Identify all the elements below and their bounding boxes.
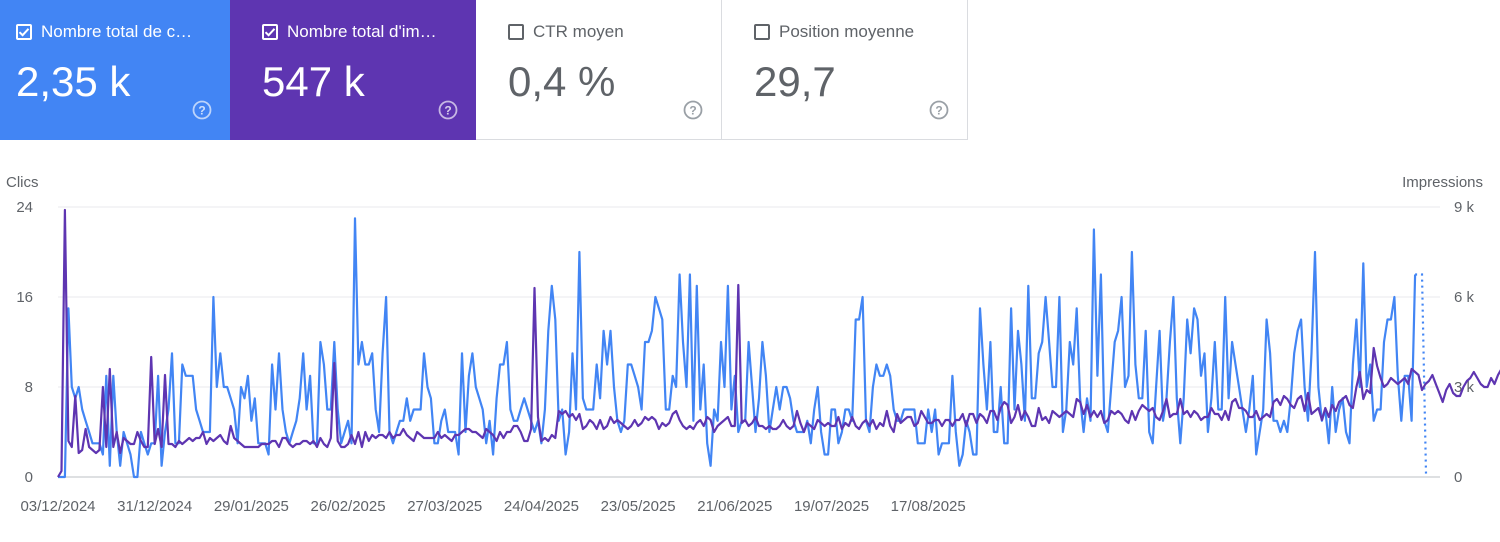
checkbox-checked-icon[interactable] [262, 24, 278, 40]
left-tick-label: 24 [16, 199, 33, 216]
x-tick-label: 23/05/2025 [601, 498, 676, 515]
x-tick-label: 27/03/2025 [407, 498, 482, 515]
x-tick-label: 17/08/2025 [891, 498, 966, 515]
x-tick-label: 24/04/2025 [504, 498, 579, 515]
x-tick-label: 26/02/2025 [311, 498, 386, 515]
help-icon[interactable]: ? [929, 100, 949, 120]
left-tick-label: 16 [16, 289, 33, 306]
right-tick-label: 9 k [1454, 199, 1475, 216]
clicks-card[interactable]: Nombre total de c… 2,35 k ? [0, 0, 230, 140]
right-tick-label: 0 [1454, 469, 1462, 486]
ctr-card-label: CTR moyen [533, 22, 624, 41]
impressions-card-header: Nombre total d'im… [262, 22, 437, 42]
help-icon[interactable]: ? [438, 100, 458, 120]
position-card-header: Position moyenne [754, 22, 914, 42]
left-axis-ticks: 0 8 16 24 [16, 199, 33, 486]
help-icon[interactable]: ? [192, 100, 212, 120]
impressions-card-value: 547 k [262, 58, 365, 105]
impressions-card[interactable]: Nombre total d'im… 547 k ? [230, 0, 476, 140]
x-tick-label: 21/06/2025 [697, 498, 772, 515]
impressions-card-label: Nombre total d'im… [287, 22, 437, 41]
x-tick-label: 29/01/2025 [214, 498, 289, 515]
position-card-value: 29,7 [754, 58, 836, 105]
svg-text:?: ? [935, 104, 942, 118]
impressions-line [57, 208, 1500, 478]
right-tick-label: 6 k [1454, 289, 1475, 306]
checkbox-checked-icon[interactable] [16, 24, 32, 40]
checkbox-unchecked-icon[interactable] [508, 24, 524, 40]
ctr-card-value: 0,4 % [508, 58, 616, 105]
series-lines [57, 208, 1500, 479]
ctr-card[interactable]: CTR moyen 0,4 % ? [476, 0, 722, 140]
x-tick-label: 19/07/2025 [794, 498, 869, 515]
x-tick-label: 03/12/2024 [20, 498, 95, 515]
svg-text:?: ? [689, 104, 696, 118]
svg-text:?: ? [198, 104, 205, 118]
clicks-line [58, 217, 1417, 479]
clicks-card-label: Nombre total de c… [41, 22, 193, 41]
right-axis-ticks: 03 k6 k9 k [1454, 199, 1475, 486]
help-icon[interactable]: ? [683, 100, 703, 120]
left-tick-label: 8 [25, 379, 33, 396]
x-tick-label: 31/12/2024 [117, 498, 192, 515]
clicks-card-header: Nombre total de c… [16, 22, 192, 42]
clicks-projection-line [1415, 273, 1428, 474]
metric-cards: Nombre total de c… 2,35 k ? Nombre total… [0, 0, 968, 140]
ctr-card-header: CTR moyen [508, 22, 624, 42]
checkbox-unchecked-icon[interactable] [754, 24, 770, 40]
position-card-label: Position moyenne [779, 22, 915, 41]
grid-lines [58, 206, 1440, 478]
x-axis-ticks: 03/12/2024 31/12/2024 29/01/2025 26/02/2025… [20, 498, 965, 515]
right-axis-title: Impressions [1402, 174, 1483, 191]
left-tick-label: 0 [25, 469, 33, 486]
left-axis-title: Clics [6, 174, 39, 191]
position-card[interactable]: Position moyenne 29,7 ? [722, 0, 968, 140]
clicks-card-value: 2,35 k [16, 58, 131, 105]
svg-text:?: ? [444, 104, 451, 118]
